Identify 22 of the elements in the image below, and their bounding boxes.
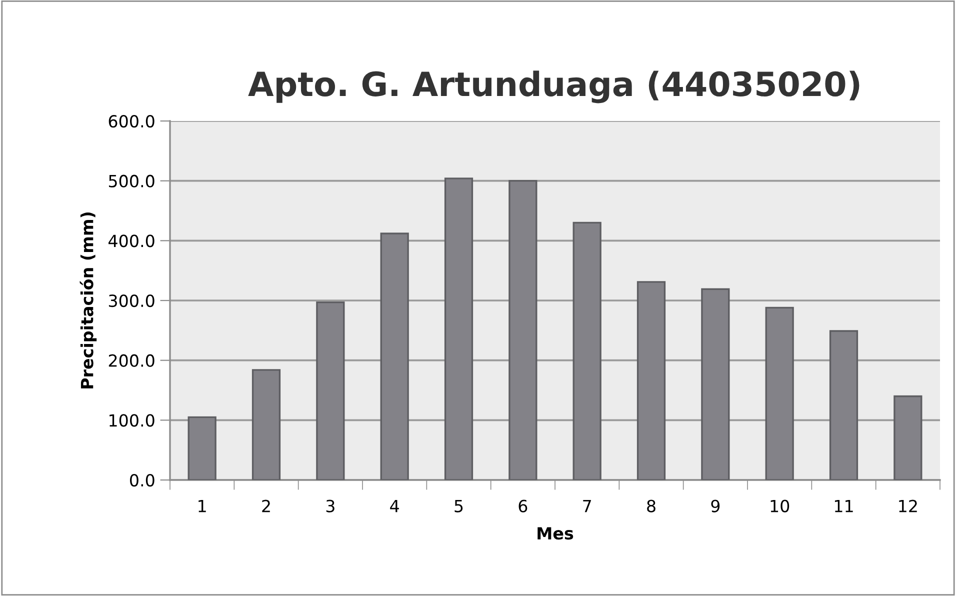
x-tick-label: 11	[834, 500, 853, 512]
y-tick-label: 400.0	[108, 234, 154, 248]
y-axis-title: Precipitación (mm)	[80, 212, 97, 388]
y-tick-label: 500.0	[108, 174, 154, 188]
x-tick-label: 10	[770, 500, 790, 512]
x-tick-label: 12	[899, 500, 917, 512]
y-tick-label: 300.0	[108, 294, 154, 308]
x-tick-label: 5	[454, 500, 463, 512]
x-tick-label: 3	[326, 500, 334, 512]
x-tick-label: 9	[711, 500, 720, 512]
x-tick-label: 8	[647, 500, 656, 512]
x-axis-title: Mes	[538, 527, 574, 540]
x-tick-label: 7	[583, 500, 591, 512]
y-tick-label: 100.0	[110, 414, 154, 427]
y-tick-label: 200.0	[108, 354, 154, 367]
x-tick-label: 1	[198, 500, 206, 512]
chart-title: Apto. G. Artunduaga (44035020)	[248, 70, 860, 104]
x-tick-label: 2	[262, 500, 270, 512]
x-tick-label: 6	[518, 500, 528, 512]
y-tick-label: 0.0	[130, 474, 154, 487]
x-tick-label: 4	[390, 500, 399, 512]
y-tick-label: 600.0	[108, 114, 154, 128]
